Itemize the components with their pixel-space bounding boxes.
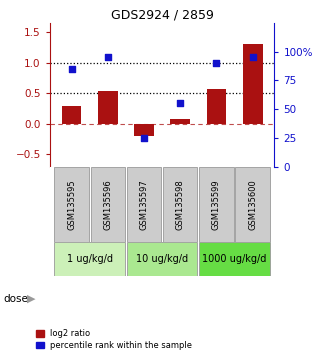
Text: GSM135596: GSM135596 (103, 179, 112, 230)
Text: dose: dose (3, 294, 28, 304)
Text: ▶: ▶ (27, 294, 36, 304)
Bar (127, 167, 161, 242)
Text: 1000 ug/kg/d: 1000 ug/kg/d (203, 254, 267, 264)
Bar (134, 124, 154, 136)
Bar (98, 91, 118, 124)
Bar (127, 242, 197, 276)
Text: 10 ug/kg/d: 10 ug/kg/d (136, 254, 188, 264)
Text: GSM135595: GSM135595 (67, 179, 76, 230)
Title: GDS2924 / 2859: GDS2924 / 2859 (111, 9, 213, 22)
Legend: log2 ratio, percentile rank within the sample: log2 ratio, percentile rank within the s… (36, 329, 192, 350)
Point (214, 61, 219, 66)
Bar (199, 242, 270, 276)
Bar (170, 119, 190, 124)
Text: GSM135598: GSM135598 (176, 179, 185, 230)
Point (178, 101, 183, 106)
Bar (206, 89, 226, 124)
Point (105, 55, 110, 60)
Text: 1 ug/kg/d: 1 ug/kg/d (67, 254, 113, 264)
Text: GSM135600: GSM135600 (248, 179, 257, 230)
Bar (163, 167, 197, 242)
Bar (54, 167, 89, 242)
Bar (236, 167, 270, 242)
Point (69, 66, 74, 72)
Bar (91, 167, 125, 242)
Point (250, 55, 255, 60)
Bar (243, 44, 263, 124)
Point (142, 135, 147, 141)
Bar (199, 167, 234, 242)
Text: GSM135599: GSM135599 (212, 179, 221, 230)
Text: GSM135597: GSM135597 (140, 179, 149, 230)
Bar (54, 242, 125, 276)
Bar (62, 105, 82, 124)
